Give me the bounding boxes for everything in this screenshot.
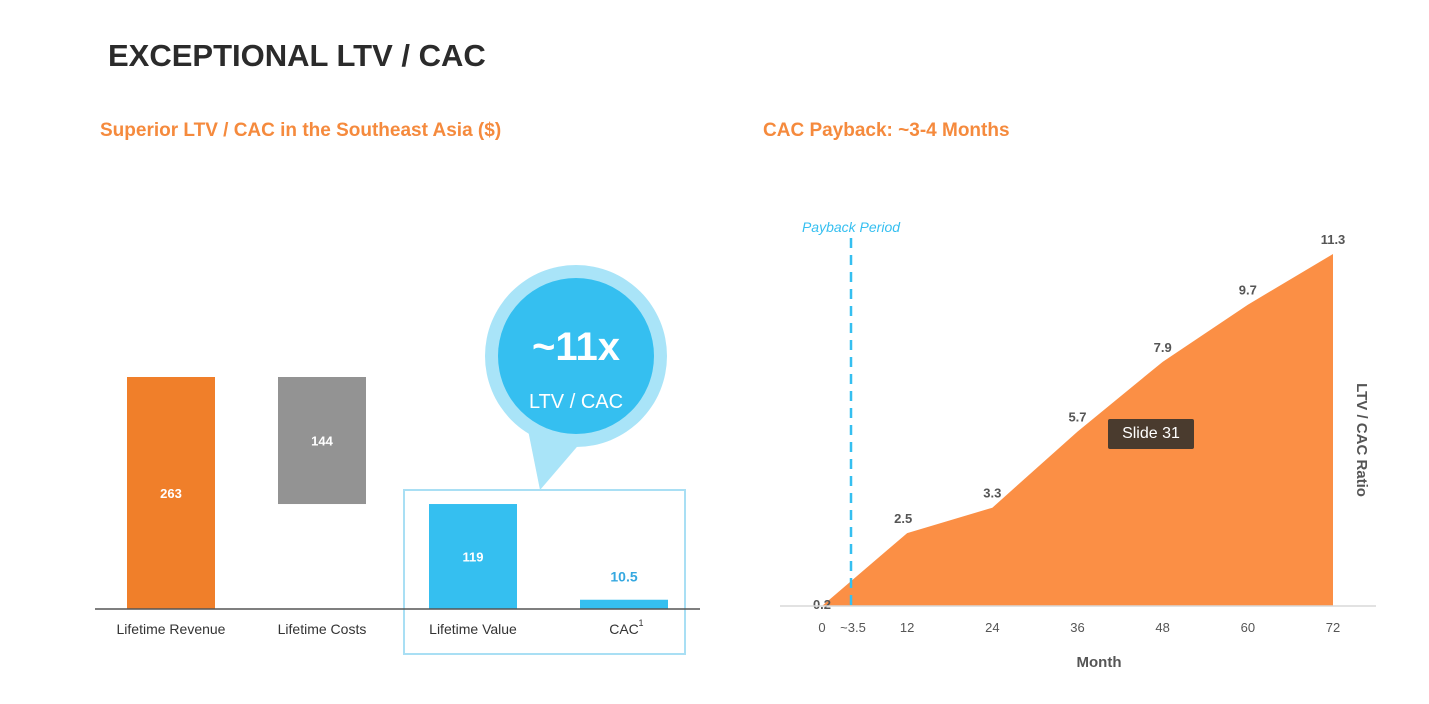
area-series	[822, 254, 1333, 606]
bar-value-label: 263	[160, 486, 182, 501]
callout-circle	[498, 278, 654, 434]
category-label: Lifetime Revenue	[117, 621, 226, 637]
page-title: EXCEPTIONAL LTV / CAC	[108, 38, 486, 73]
bar-value-label: 119	[463, 550, 484, 565]
data-point-label: 0.2	[813, 597, 831, 612]
x-tick-label: 60	[1241, 620, 1255, 635]
callout-label: LTV / CAC	[529, 391, 623, 413]
data-point-label: 11.3	[1321, 232, 1346, 247]
x-tick-label: 0	[818, 620, 825, 635]
category-footnote: 1	[638, 618, 643, 628]
data-point-label: 5.7	[1068, 410, 1086, 425]
bar-value-label: 144	[311, 434, 333, 449]
category-label: Lifetime Costs	[278, 621, 367, 637]
data-point-label: 7.9	[1154, 340, 1172, 355]
right-chart-title: CAC Payback: ~3-4 Months	[763, 120, 1010, 141]
payback-period-label: Payback Period	[802, 219, 901, 235]
x-tick-label: 36	[1070, 620, 1084, 635]
y-axis-title: LTV / CAC Ratio	[1353, 383, 1370, 497]
x-tick-label: 72	[1326, 620, 1340, 635]
data-point-label: 9.7	[1239, 283, 1257, 298]
ltv-cac-highlight-box	[403, 489, 686, 655]
bar-2	[429, 504, 517, 609]
category-label: CAC	[609, 621, 639, 637]
x-tick-label: ~3.5	[840, 620, 866, 635]
data-point-label: 3.3	[983, 486, 1001, 501]
bar-1	[278, 377, 366, 505]
x-tick-label: 12	[900, 620, 914, 635]
bar-3	[580, 599, 668, 609]
x-axis-title: Month	[1077, 654, 1122, 671]
left-chart-title: Superior LTV / CAC in the Southeast Asia…	[100, 120, 502, 141]
data-point-label: 2.5	[894, 511, 912, 526]
category-label: Lifetime Value	[429, 621, 517, 637]
bar-value-label: 10.5	[610, 569, 637, 585]
bar-0	[127, 377, 215, 609]
callout-value: ~11x	[532, 325, 620, 369]
slide-tooltip: Slide 31	[1108, 419, 1194, 449]
x-tick-label: 24	[985, 620, 999, 635]
x-tick-label: 48	[1155, 620, 1169, 635]
